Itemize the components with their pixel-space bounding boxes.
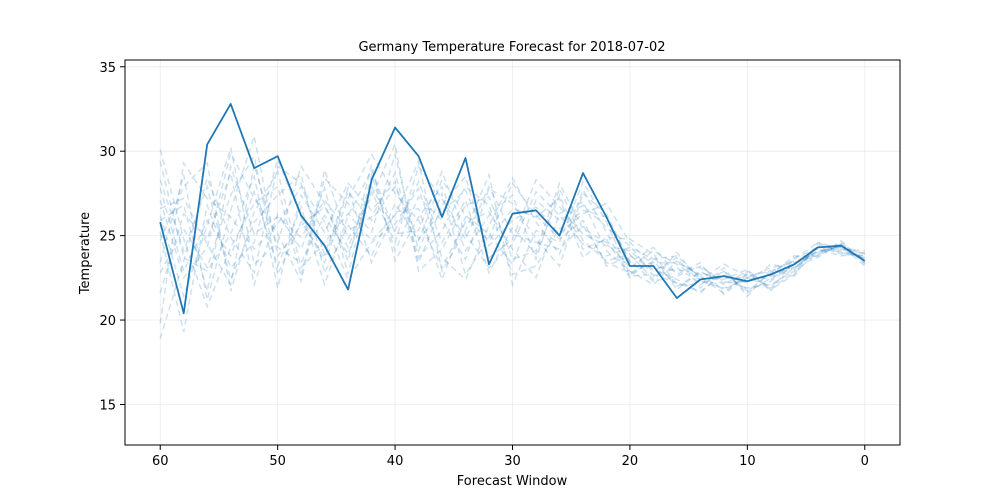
- x-tick-label: 20: [622, 454, 639, 469]
- ensemble-member-line-6: [159, 158, 865, 293]
- x-tick-label: 40: [387, 454, 404, 469]
- main-series-layer: [159, 103, 866, 315]
- ensemble-member-line-8: [159, 154, 865, 289]
- y-axis-label: Temperature: [78, 212, 93, 295]
- ensemble-member-line-14: [159, 164, 866, 287]
- x-tick-label: 30: [504, 454, 521, 469]
- x-tick-label: 60: [152, 454, 169, 469]
- ensemble-member-line-1: [159, 150, 865, 294]
- x-tick-label: 50: [269, 454, 286, 469]
- y-tick-label: 20: [99, 314, 116, 329]
- y-tick-label: 15: [99, 398, 116, 413]
- x-axis-label: Forecast Window: [457, 474, 568, 489]
- grid-layer: [125, 60, 900, 445]
- y-tick-label: 25: [99, 230, 116, 245]
- ensemble-member-line-5: [159, 161, 866, 298]
- y-tick-label: 35: [99, 61, 116, 76]
- ensemble-member-line-4: [159, 170, 866, 296]
- y-tick-label: 30: [99, 145, 116, 160]
- ensemble-member-line-0: [159, 153, 866, 333]
- ensemble-member-line-7: [159, 147, 866, 299]
- y-axis-ticks: 15 20 25 30 35: [99, 61, 125, 413]
- x-axis-ticks: 60 50 40 30 20 10 0: [152, 445, 869, 469]
- ensemble-member-line-2: [159, 135, 866, 300]
- ensemble-member-line-13: [159, 165, 865, 339]
- ensemble-layer: [159, 135, 866, 339]
- x-tick-label: 0: [861, 454, 869, 469]
- x-tick-label: 10: [739, 454, 756, 469]
- ensemble-member-line-11: [159, 167, 865, 294]
- ensemble-member-line-12: [159, 163, 866, 292]
- main-forecast-line: [159, 103, 866, 315]
- chart-title: Germany Temperature Forecast for 2018-07…: [358, 40, 665, 55]
- ensemble-member-line-10: [159, 160, 866, 324]
